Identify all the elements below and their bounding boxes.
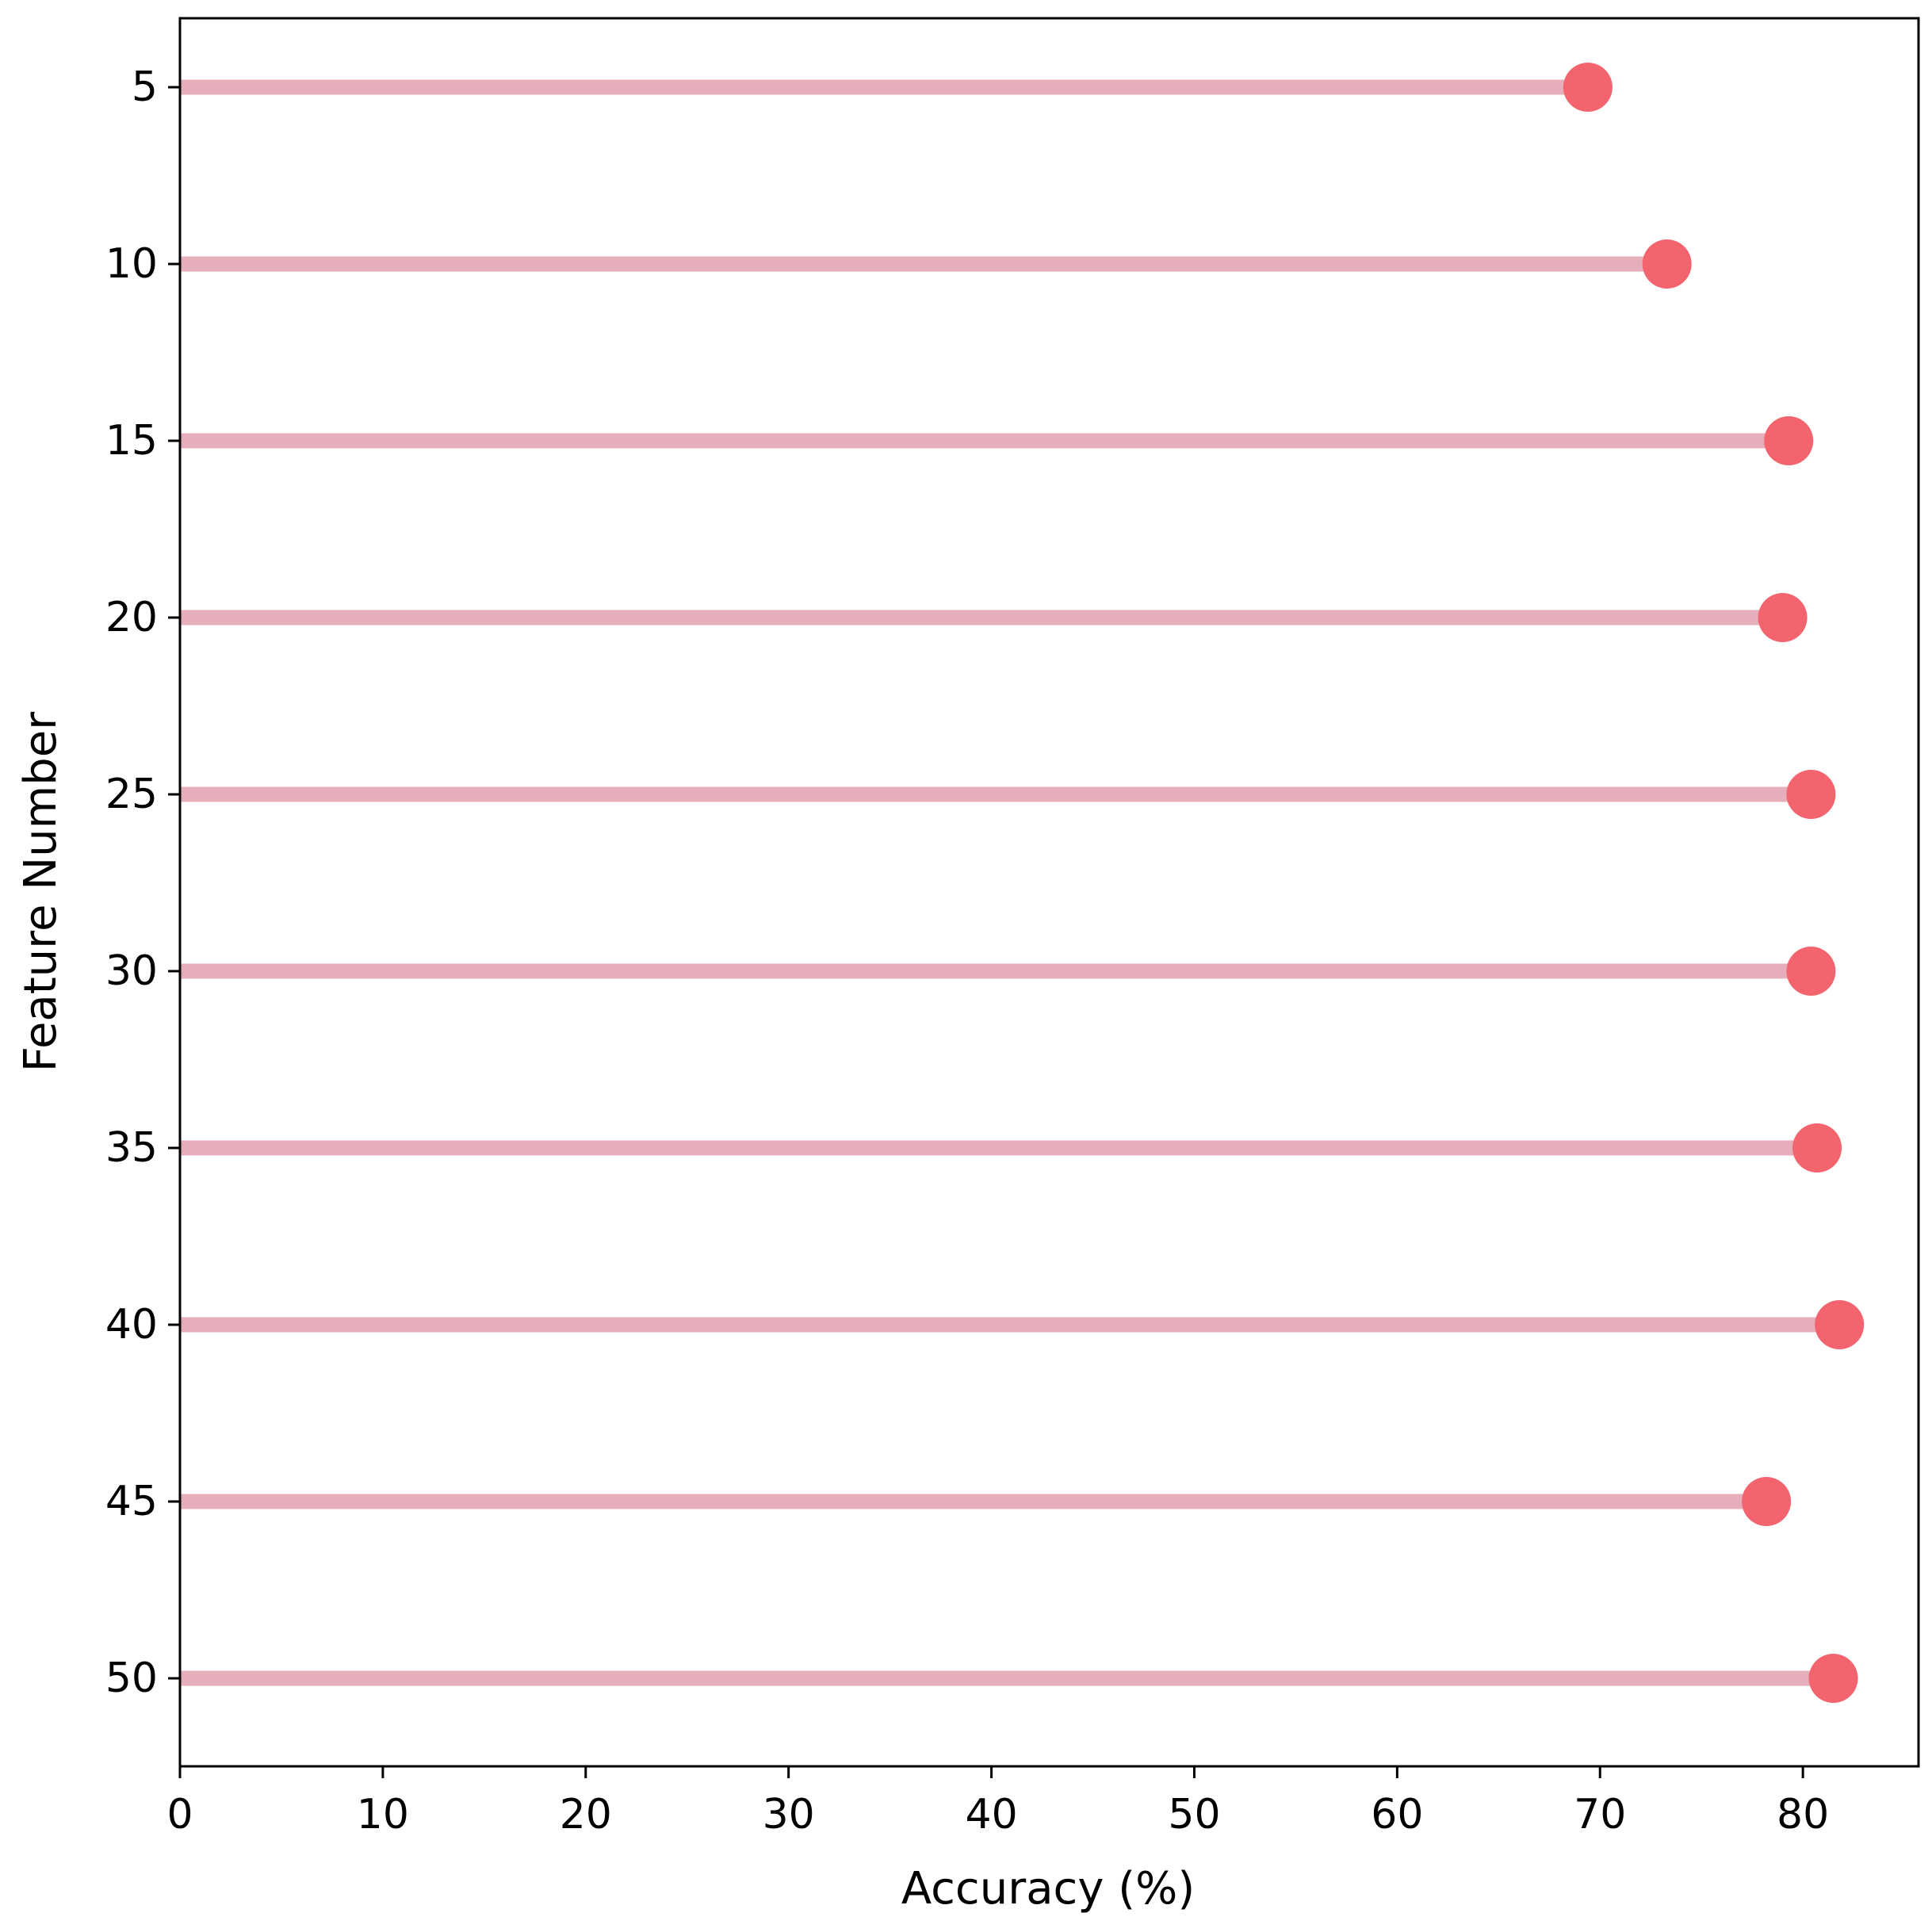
x-tick-label-70: 70	[1574, 1791, 1626, 1838]
x-tick-label-20: 20	[560, 1791, 612, 1838]
y-axis-ticks: 5 10 15 20 25 30 35 40 45 50	[105, 63, 180, 1702]
y-tick-label-5: 5	[132, 63, 158, 111]
x-tick-label-30: 30	[763, 1791, 815, 1838]
y-tick-label-25: 25	[105, 771, 158, 818]
x-tick-label-50: 50	[1168, 1791, 1220, 1838]
x-tick-label-10: 10	[357, 1791, 409, 1838]
x-tick-label-0: 0	[166, 1791, 193, 1838]
stems-group	[180, 79, 1840, 1686]
marker-45	[1742, 1477, 1792, 1526]
y-tick-label-30: 30	[105, 947, 158, 995]
y-tick-label-15: 15	[105, 417, 158, 465]
marker-10	[1642, 239, 1692, 289]
marker-30	[1786, 947, 1836, 996]
marker-50	[1808, 1654, 1858, 1703]
y-tick-label-10: 10	[105, 240, 158, 288]
marker-35	[1792, 1123, 1842, 1173]
x-tick-label-40: 40	[965, 1791, 1017, 1838]
marker-5	[1563, 63, 1613, 112]
x-axis-label: Accuracy (%)	[901, 1863, 1195, 1915]
y-tick-label-50: 50	[105, 1655, 158, 1702]
y-tick-label-45: 45	[105, 1478, 158, 1525]
marker-15	[1764, 416, 1814, 465]
marker-40	[1815, 1300, 1865, 1349]
x-tick-label-80: 80	[1777, 1791, 1829, 1838]
y-tick-label-40: 40	[105, 1301, 158, 1349]
x-tick-label-60: 60	[1371, 1791, 1423, 1838]
marker-25	[1786, 770, 1836, 819]
y-tick-label-20: 20	[105, 594, 158, 641]
y-tick-label-35: 35	[105, 1124, 158, 1172]
x-axis-ticks: 0 10 20 30 40 50 60 70 80	[166, 1766, 1829, 1838]
markers-group	[1563, 63, 1865, 1703]
plot-frame	[178, 17, 1920, 1768]
y-axis-label: Feature Number	[15, 711, 67, 1072]
marker-20	[1758, 593, 1808, 642]
